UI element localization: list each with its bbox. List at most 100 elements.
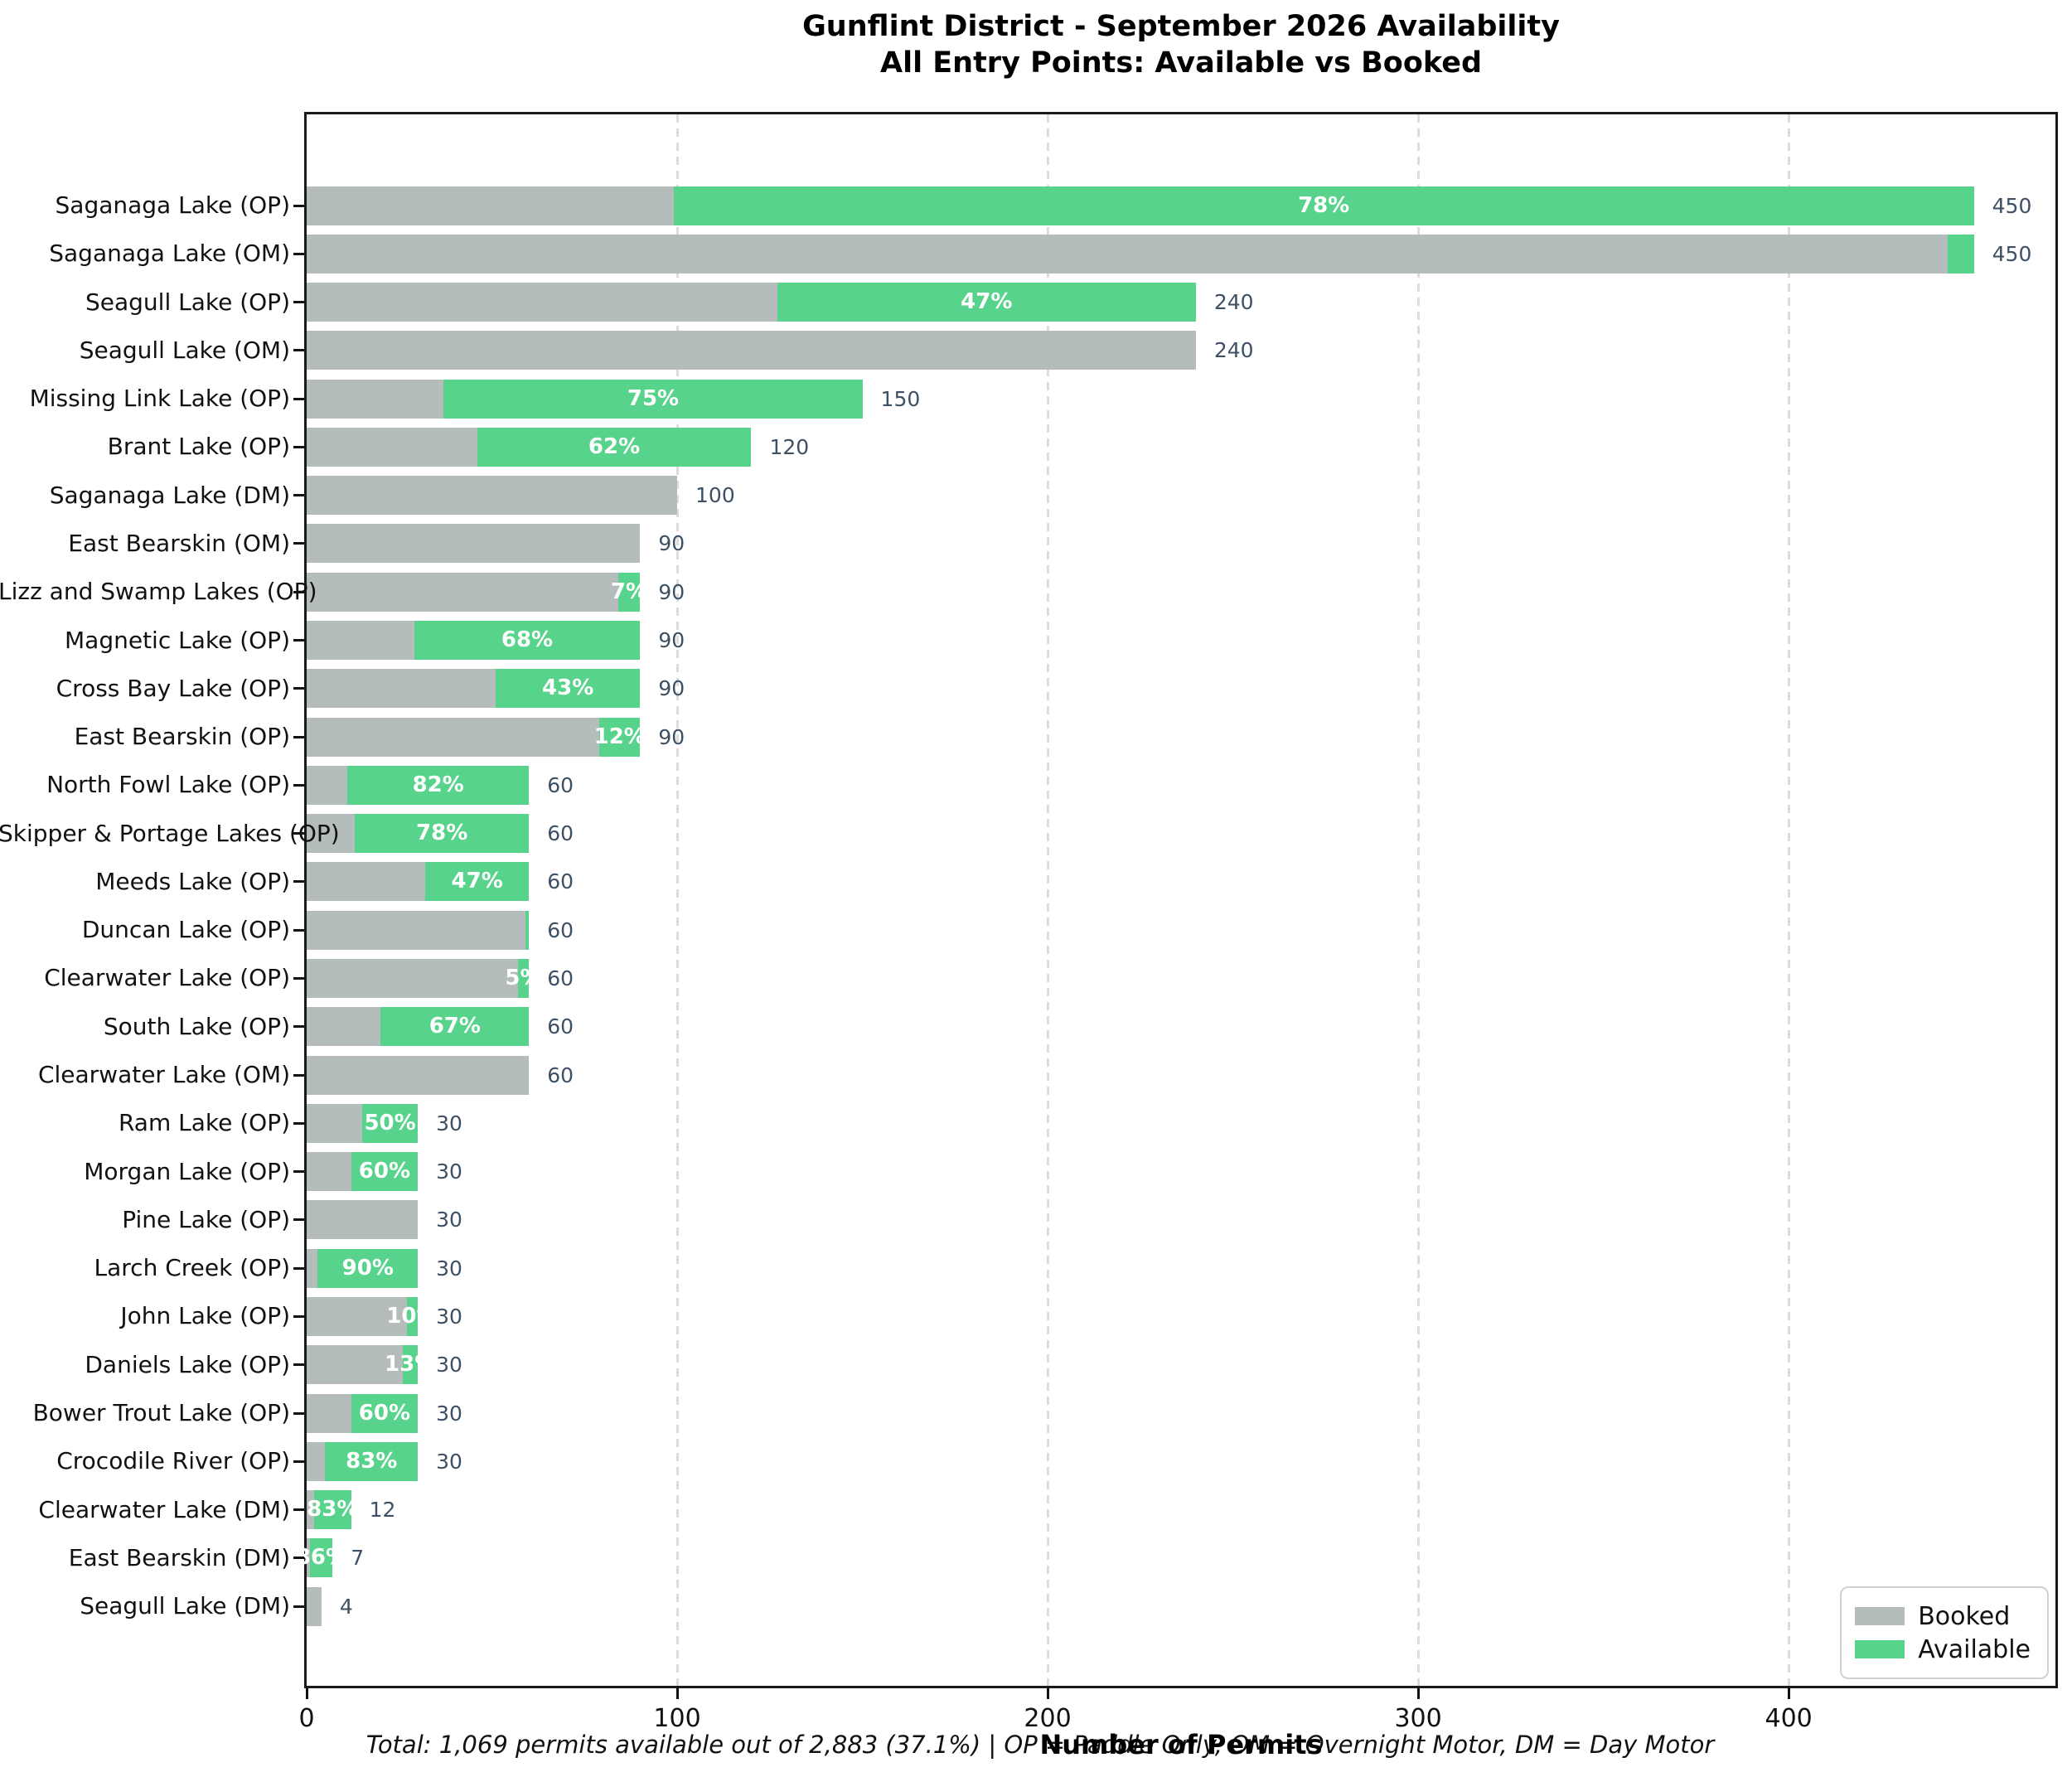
bar-total-label: 4 [339,1594,353,1619]
bar-available-segment [617,572,641,612]
bar-available-segment [525,910,530,950]
bar-booked-segment [307,1586,322,1626]
bar-pct-label: 68% [501,627,554,653]
bar-booked-segment [307,379,444,419]
bar-pct-label: 62% [588,433,641,459]
bar-total-label: 30 [436,1353,462,1377]
y-tick-mark [293,542,304,545]
bar-available-segment [347,765,530,805]
bar-booked-segment [307,186,674,225]
bar-booked-segment [307,476,678,516]
y-tick-mark [293,252,304,255]
y-tick-mark [293,1508,304,1512]
bar-booked-segment [307,910,525,950]
bar-available-segment [313,1490,351,1530]
bar-available-segment [310,1538,333,1578]
y-tick-label: Saganaga Lake (OM) [49,240,290,268]
bar-total-label: 7 [351,1546,365,1571]
bar-booked-segment [307,1007,381,1047]
bar-pct-label: 78% [1297,192,1350,218]
y-tick-mark [293,1073,304,1077]
chart-title-line1: Gunflint District - September 2026 Avail… [802,10,1560,43]
bar-pct-label: 60% [358,1400,410,1426]
y-tick-mark [293,494,304,497]
bar-pct-label: 83% [307,1497,359,1523]
bar-total-label: 90 [658,676,685,701]
bar-available-segment [325,1441,419,1481]
y-tick-label: East Bearskin (DM) [68,1543,290,1571]
bar-available-segment [443,379,863,419]
bar-pct-label: 43% [542,675,594,701]
y-tick-mark [293,397,304,400]
bar-booked-segment [307,234,1949,274]
y-tick-mark [293,1411,304,1415]
bar-booked-segment [307,958,518,998]
bar-booked-segment [307,572,618,612]
y-tick-mark [293,832,304,835]
bar-available-segment [425,862,530,902]
y-tick-label: Bower Trout Lake (OP) [32,1399,290,1426]
chart-title: Gunflint District - September 2026 Avail… [304,8,2058,81]
y-tick-mark [293,1363,304,1367]
y-tick-mark [293,1025,304,1029]
y-tick-mark [293,687,304,690]
legend-available-label: Available [1918,1634,2031,1664]
x-tick-label: 100 [653,1704,701,1733]
chart-title-line2: All Entry Points: Available vs Booked [879,46,1483,80]
y-tick-label: John Lake (OP) [120,1302,290,1330]
gridline [1046,114,1049,1686]
bar-pct-label: 86% [295,1545,347,1571]
y-tick-label: North Fowl Lake (OP) [46,771,290,799]
y-tick-mark [293,590,304,593]
x-tick-mark [1046,1688,1049,1699]
y-tick-mark [293,928,304,932]
gridline [1416,114,1420,1686]
y-tick-label: Meeds Lake (OP) [95,867,290,895]
bar-total-label: 12 [369,1498,396,1523]
y-tick-mark [293,1605,304,1608]
bar-booked-segment [307,669,496,709]
bar-pct-label: 50% [364,1110,416,1135]
y-tick-label: Cross Bay Lake (OP) [56,674,290,702]
y-tick-label: Brant Lake (OP) [107,433,290,461]
legend-entry-available: Available [1855,1633,2031,1666]
y-tick-label: Missing Link Lake (OP) [29,385,290,413]
bar-booked-segment [307,1393,351,1433]
bar-available-segment [355,814,530,854]
bar-available-segment [414,621,641,661]
bar-total-label: 30 [436,1401,462,1426]
bar-booked-segment [307,283,777,322]
y-tick-label: Pine Lake (OP) [122,1205,290,1233]
bar-pct-label: 67% [428,1014,481,1039]
bar-available-segment [599,717,641,757]
x-tick-mark [1416,1688,1420,1699]
y-tick-label: Duncan Lake (OP) [81,916,290,944]
bar-booked-segment [307,1055,530,1095]
bar-pct-label: 60% [358,1159,410,1184]
bar-booked-segment [307,1152,351,1192]
y-tick-mark [293,735,304,738]
y-tick-label: Saganaga Lake (DM) [49,481,290,509]
gridline [1787,114,1790,1686]
y-tick-label: Clearwater Lake (DM) [38,1495,290,1523]
bar-pct-label: 47% [961,289,1013,315]
y-tick-label: Clearwater Lake (OP) [44,964,290,992]
bar-available-segment [317,1248,419,1288]
y-tick-label: Daniels Lake (OP) [85,1350,290,1378]
bar-booked-segment [307,1538,311,1578]
bar-pct-label: 13% [385,1352,437,1377]
bar-total-label: 240 [1213,290,1254,315]
bar-total-label: 60 [547,1014,574,1039]
plot-area [304,112,2058,1688]
y-tick-mark [293,976,304,980]
y-tick-label: Ram Lake (OP) [118,1109,290,1137]
bar-total-label: 450 [1992,241,2032,266]
bar-booked-segment [307,765,348,805]
y-tick-mark [293,445,304,448]
bar-total-label: 30 [436,1208,462,1232]
y-tick-mark [293,783,304,787]
bar-available-segment [351,1393,419,1433]
bar-pct-label: 90% [341,1255,394,1281]
x-tick-label: 0 [298,1704,315,1733]
chart-legend: Booked Available [1840,1586,2049,1679]
